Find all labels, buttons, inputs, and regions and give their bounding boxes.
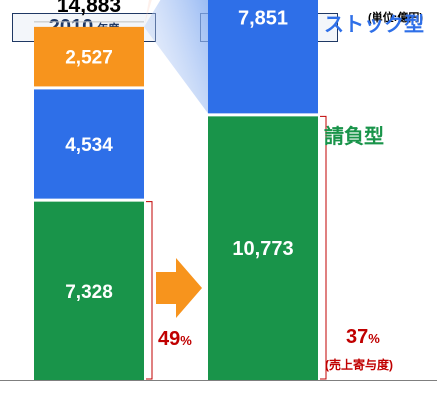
legend-label-0: 請負型 xyxy=(324,126,384,149)
bar-2022-0 xyxy=(208,116,318,380)
share-2010-label: 49% xyxy=(158,328,192,351)
growth-arrow-icon xyxy=(156,258,202,318)
total-label-2010: 14,883 xyxy=(57,0,121,17)
unit-label: (単位:億円) xyxy=(368,12,423,24)
bar-2022-1 xyxy=(208,0,318,114)
connector-stock xyxy=(144,0,208,114)
bar-2010-1 xyxy=(34,89,144,199)
value-label-2010-0: 7,328 xyxy=(65,282,113,303)
bracket-2022 xyxy=(320,115,327,380)
share-2010-value: 49 xyxy=(158,328,181,350)
share-2022-percent: % xyxy=(368,331,380,346)
value-label-2022-1: 7,851 xyxy=(238,8,288,30)
share-2010-percent: % xyxy=(180,333,192,348)
legend-label-1: ストック型 xyxy=(324,13,424,36)
connector-intl xyxy=(144,0,152,27)
value-label-2022-0: 10,773 xyxy=(232,238,293,260)
share-2022-label: 37% xyxy=(346,326,380,349)
bar-2010-0 xyxy=(34,201,144,380)
value-label-2010-2: 2,527 xyxy=(65,48,113,69)
bracket-2010 xyxy=(146,201,153,380)
value-label-2010-1: 4,534 xyxy=(65,135,113,156)
share-2022-value: 37 xyxy=(346,326,369,348)
bar-2010-2 xyxy=(34,26,144,87)
share-note: (売上寄与度) xyxy=(325,358,393,372)
